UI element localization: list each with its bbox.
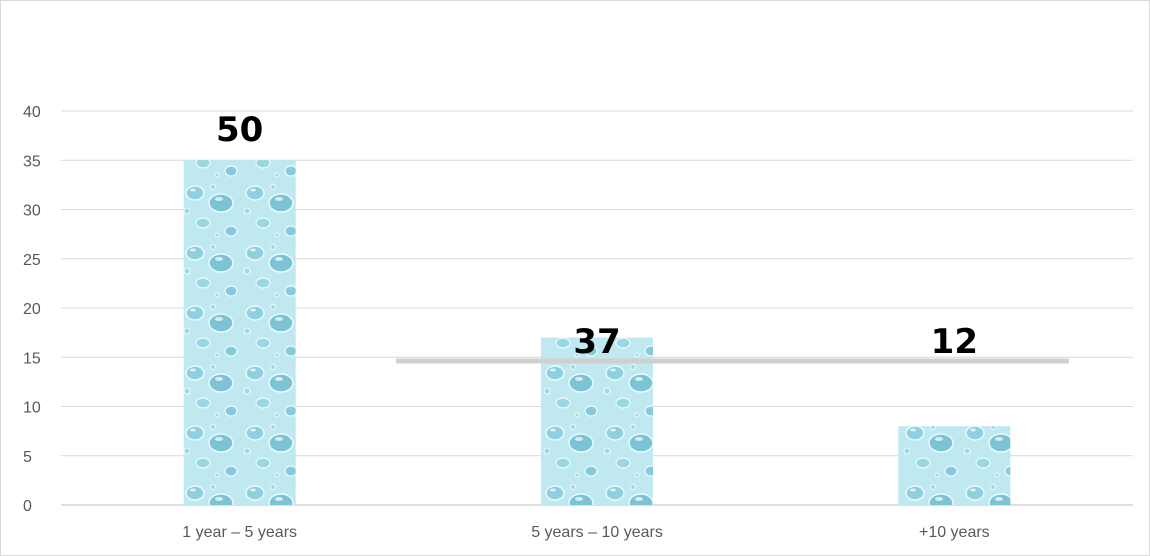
y-tick-label: 0 <box>23 498 32 515</box>
x-tick-label: +10 years <box>919 524 990 541</box>
y-tick-label: 30 <box>23 203 41 220</box>
data-label: 50 <box>216 110 263 150</box>
y-tick-label: 5 <box>23 449 32 466</box>
bar <box>898 426 1011 505</box>
y-tick-label: 40 <box>23 104 41 121</box>
x-tick-label: 5 years – 10 years <box>531 524 663 541</box>
bars <box>183 160 1011 505</box>
data-label: 12 <box>931 322 978 362</box>
bar <box>183 160 296 505</box>
y-axis-ticks: 0 5 10 15 20 25 30 35 40 <box>23 104 41 515</box>
y-tick-label: 10 <box>23 400 41 417</box>
y-tick-label: 15 <box>23 350 41 367</box>
y-tick-label: 25 <box>23 252 41 269</box>
y-tick-label: 35 <box>23 153 41 170</box>
x-tick-label: 1 year – 5 years <box>182 524 297 541</box>
bar <box>541 337 653 505</box>
data-label: 37 <box>573 322 620 362</box>
y-tick-label: 20 <box>23 301 41 318</box>
x-axis-ticks: 1 year – 5 years 5 years – 10 years +10 ye… <box>182 524 989 541</box>
data-labels: 50 37 12 <box>216 110 978 362</box>
